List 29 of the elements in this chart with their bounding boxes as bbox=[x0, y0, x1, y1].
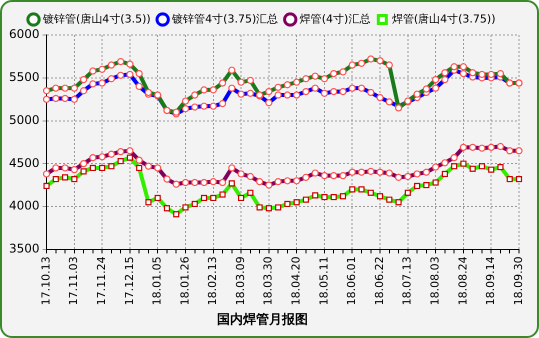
x-tick-label: 18.01.26 bbox=[178, 256, 192, 306]
legend-label: 镀锌管(唐山4寸(3.5)) bbox=[42, 12, 151, 26]
x-tick-label: 18.02.13 bbox=[206, 256, 220, 306]
y-tick-label: 4500 bbox=[8, 156, 40, 170]
y-tick-label: 4000 bbox=[8, 198, 40, 213]
y-tick-label: 3500 bbox=[8, 242, 40, 256]
x-tick-label: 18.09.30 bbox=[512, 256, 525, 306]
legend-label: 焊管(4寸)汇总 bbox=[300, 12, 370, 26]
legend-label: 焊管(唐山4寸(3.75)) bbox=[392, 12, 496, 26]
x-tick-label: 18.06.22 bbox=[372, 256, 386, 306]
x-tick-label: 18.09.14 bbox=[484, 256, 498, 306]
text: 国内焊管月报图 bbox=[217, 312, 308, 328]
x-tick-label: 17.11.24 bbox=[94, 256, 108, 306]
y-tick-label: 5500 bbox=[8, 70, 40, 84]
x-tick-label: 18.01.05 bbox=[150, 256, 164, 306]
x-tick-label: 17.11.03 bbox=[67, 256, 80, 306]
x-tick-label: 18.05.11 bbox=[317, 256, 330, 306]
x-tick-label: 18.03.09 bbox=[234, 256, 247, 306]
x-tick-label: 18.08.03 bbox=[428, 256, 442, 306]
y-tick-label: 6000 bbox=[8, 27, 40, 42]
x-tick-label: 17.12.15 bbox=[122, 256, 136, 306]
x-tick-label: 18.07.13 bbox=[400, 256, 414, 306]
legend-label: 镀锌管4寸(3.75)汇总 bbox=[171, 12, 278, 26]
x-tick-label: 18.04.20 bbox=[290, 256, 303, 306]
x-tick-label: 18.06.01 bbox=[345, 256, 358, 306]
x-tick-label: 18.08.24 bbox=[456, 256, 470, 306]
x-tick-label: 17.10.13 bbox=[39, 256, 52, 306]
y-tick-label: 5000 bbox=[8, 112, 40, 127]
x-tick-label: 18.03.30 bbox=[262, 256, 275, 306]
